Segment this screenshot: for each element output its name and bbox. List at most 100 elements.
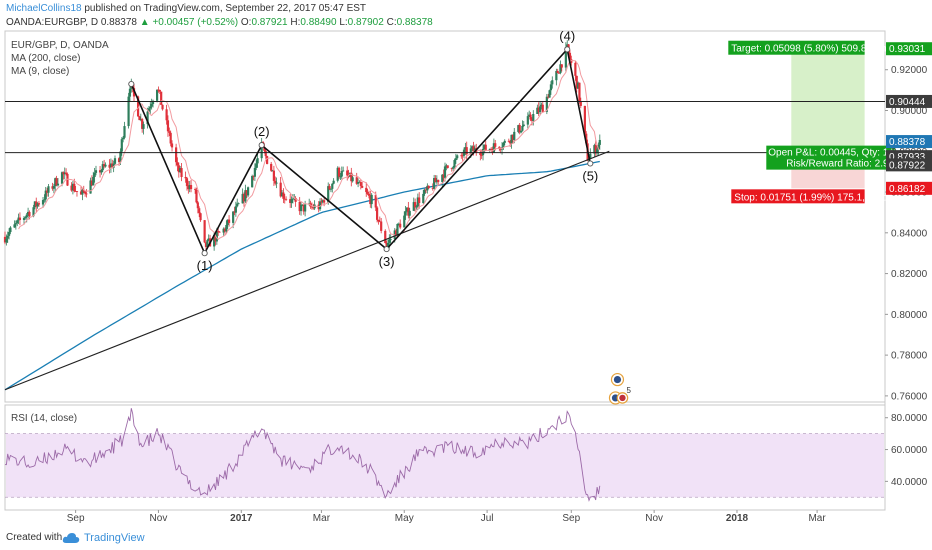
candle[interactable]: [282, 188, 285, 204]
candle[interactable]: [184, 171, 187, 183]
candle[interactable]: [389, 234, 392, 245]
candle[interactable]: [13, 220, 16, 228]
candle[interactable]: [461, 152, 464, 161]
price-tag[interactable]: 0.88378: [886, 135, 932, 149]
candle[interactable]: [403, 211, 406, 228]
candle[interactable]: [473, 144, 476, 152]
candle[interactable]: [415, 204, 418, 210]
candle[interactable]: [594, 140, 597, 157]
candle[interactable]: [598, 134, 601, 150]
candle[interactable]: [33, 201, 36, 210]
candle[interactable]: [45, 187, 49, 197]
candle[interactable]: [161, 104, 164, 111]
candle[interactable]: [127, 92, 130, 129]
candle[interactable]: [479, 149, 482, 161]
candle[interactable]: [93, 167, 96, 183]
candle[interactable]: [18, 212, 22, 226]
candle[interactable]: [518, 122, 521, 135]
candle[interactable]: [547, 93, 550, 99]
candle[interactable]: [405, 207, 409, 213]
candle[interactable]: [260, 137, 263, 162]
candle[interactable]: [175, 143, 178, 167]
candle[interactable]: [104, 162, 107, 168]
candle[interactable]: [460, 153, 463, 159]
candle[interactable]: [108, 159, 111, 174]
candle[interactable]: [160, 91, 163, 105]
candle[interactable]: [218, 231, 221, 233]
candle[interactable]: [5, 234, 8, 246]
candle[interactable]: [62, 171, 65, 180]
price-chart[interactable]: (1) (2) (3) (4) (5) Target: 0.05098 (5.80%) 5…: [0, 30, 932, 528]
candle[interactable]: [557, 72, 561, 74]
candle[interactable]: [441, 173, 444, 187]
candle[interactable]: [98, 166, 102, 178]
candle[interactable]: [234, 201, 237, 217]
candle[interactable]: [556, 68, 559, 74]
candle[interactable]: [456, 154, 459, 160]
candle[interactable]: [35, 197, 38, 212]
candle[interactable]: [56, 177, 60, 187]
candle[interactable]: [294, 196, 297, 207]
candle[interactable]: [291, 194, 295, 204]
candle[interactable]: [384, 229, 387, 244]
candle[interactable]: [423, 188, 426, 196]
candle[interactable]: [540, 102, 543, 110]
candle[interactable]: [538, 101, 542, 115]
candle[interactable]: [434, 175, 437, 183]
candle[interactable]: [149, 102, 152, 114]
candle[interactable]: [169, 130, 172, 147]
candle[interactable]: [158, 89, 161, 95]
candle[interactable]: [329, 188, 333, 193]
candle[interactable]: [103, 159, 106, 169]
candle[interactable]: [43, 194, 46, 203]
candle[interactable]: [256, 152, 259, 168]
candle[interactable]: [536, 104, 539, 115]
candle[interactable]: [522, 121, 525, 127]
candle[interactable]: [7, 228, 11, 240]
candle[interactable]: [246, 186, 250, 198]
candle[interactable]: [377, 219, 380, 225]
candle[interactable]: [170, 140, 174, 152]
candle[interactable]: [138, 115, 141, 121]
candle[interactable]: [75, 191, 79, 197]
candle[interactable]: [427, 185, 430, 190]
legend-ma200[interactable]: MA (200, close): [11, 53, 80, 64]
candle[interactable]: [79, 186, 83, 195]
candle[interactable]: [416, 193, 419, 211]
candle[interactable]: [74, 185, 77, 192]
candle[interactable]: [203, 220, 206, 244]
candle[interactable]: [407, 201, 410, 219]
candle[interactable]: [560, 64, 563, 72]
candle[interactable]: [177, 162, 180, 178]
candle[interactable]: [578, 82, 581, 104]
candle[interactable]: [44, 186, 47, 204]
candle[interactable]: [187, 180, 190, 194]
candle[interactable]: [244, 184, 247, 203]
candle[interactable]: [290, 196, 293, 208]
candle[interactable]: [157, 86, 160, 93]
candle[interactable]: [22, 216, 26, 225]
candle[interactable]: [9, 226, 12, 235]
candle[interactable]: [151, 99, 155, 108]
candle[interactable]: [123, 121, 126, 140]
candle[interactable]: [227, 215, 231, 227]
candle[interactable]: [101, 160, 104, 173]
candle[interactable]: [92, 171, 95, 186]
candle[interactable]: [283, 193, 286, 204]
candle[interactable]: [17, 213, 20, 225]
candle[interactable]: [236, 198, 239, 208]
candle[interactable]: [55, 175, 58, 187]
legend-rsi[interactable]: RSI (14, close): [11, 413, 77, 424]
candle[interactable]: [526, 112, 529, 129]
candle[interactable]: [450, 167, 453, 172]
candle[interactable]: [321, 199, 324, 204]
candle[interactable]: [332, 178, 335, 185]
candle[interactable]: [289, 194, 292, 208]
candle[interactable]: [442, 169, 445, 182]
candle[interactable]: [94, 165, 98, 176]
candle[interactable]: [122, 136, 125, 143]
candle[interactable]: [299, 202, 303, 216]
candle[interactable]: [412, 197, 415, 211]
wave-point-handle[interactable]: [383, 246, 390, 253]
price-tag[interactable]: 0.93031: [886, 42, 932, 55]
